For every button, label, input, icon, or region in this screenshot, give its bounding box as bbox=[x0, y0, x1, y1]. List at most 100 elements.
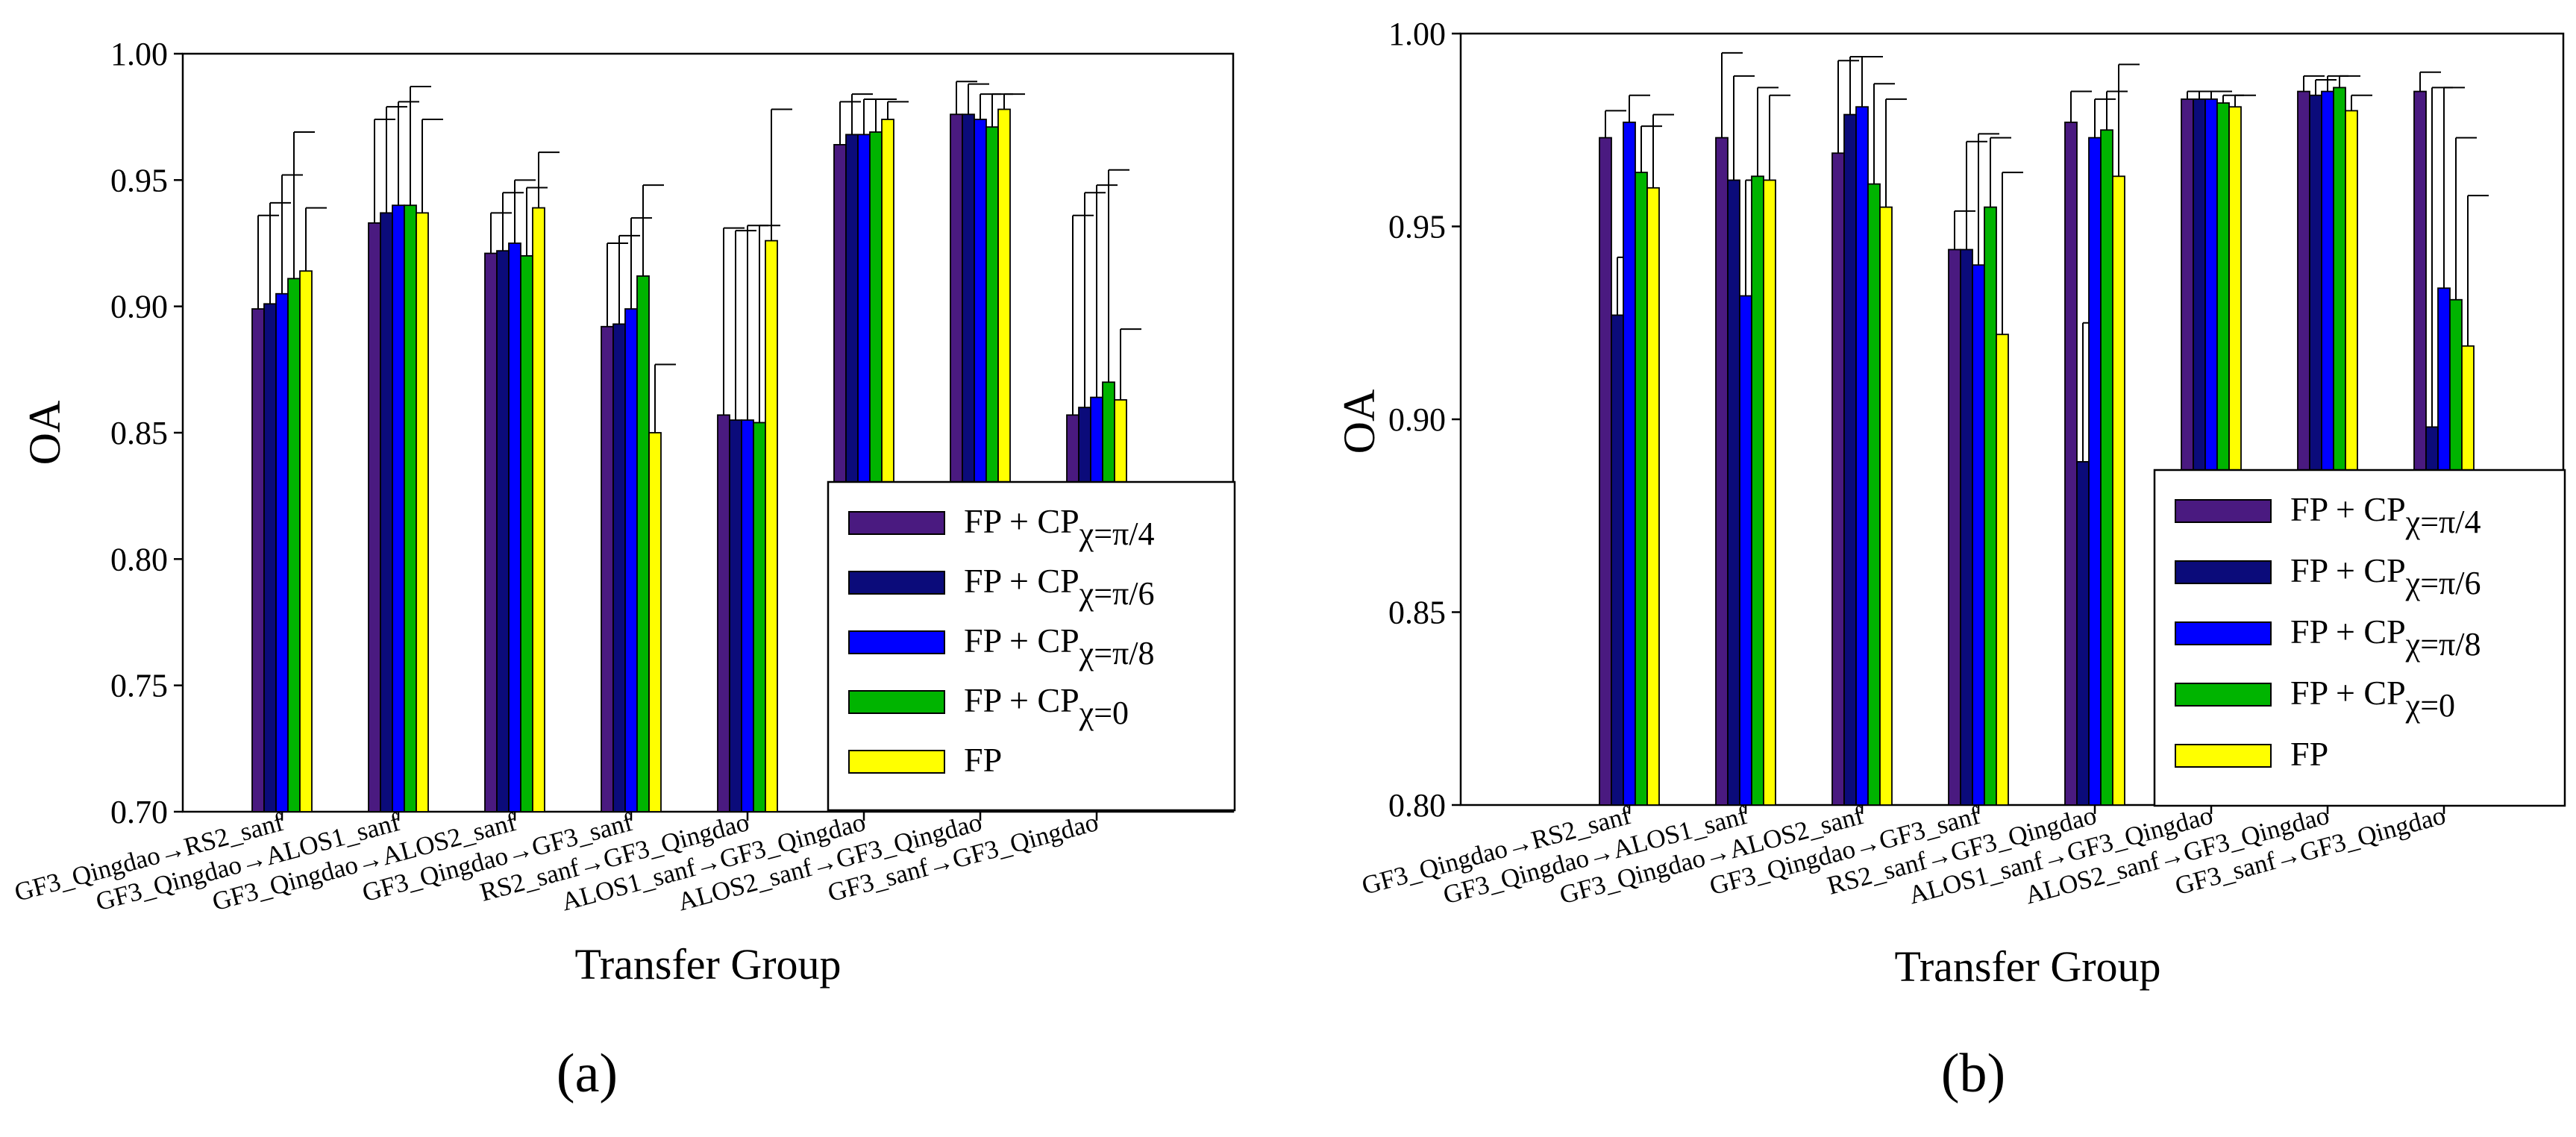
legend-label: FP + CPχ=π/6 bbox=[964, 562, 1154, 612]
bar bbox=[1843, 113, 1857, 806]
bar bbox=[251, 308, 265, 812]
bar bbox=[1623, 122, 1636, 806]
bar bbox=[2100, 129, 2113, 806]
bar bbox=[2112, 175, 2125, 806]
legend-label: FP + CPχ=0 bbox=[2290, 674, 2455, 724]
bar bbox=[1984, 206, 1997, 806]
bar bbox=[1635, 172, 1648, 806]
legend-label: FP + CPχ=π/6 bbox=[2290, 551, 2481, 601]
bar bbox=[496, 250, 510, 812]
bar bbox=[1611, 314, 1624, 806]
legend-label: FP + CPχ=π/4 bbox=[964, 502, 1154, 552]
bar bbox=[532, 207, 545, 812]
legend-swatch bbox=[2175, 683, 2272, 707]
bar bbox=[1763, 179, 1776, 806]
bar bbox=[2088, 137, 2102, 806]
bar bbox=[299, 270, 313, 812]
legend-swatch bbox=[2175, 560, 2272, 584]
legend-label-subscript: χ=π/4 bbox=[1079, 516, 1155, 552]
legend-label: FP + CPχ=π/8 bbox=[964, 621, 1154, 671]
y-tick-label: 1.00 bbox=[110, 36, 168, 72]
y-tick-label: 0.95 bbox=[110, 162, 168, 198]
legend-swatch bbox=[2175, 744, 2272, 768]
bar bbox=[1879, 206, 1893, 806]
legend-label: FP bbox=[964, 741, 1002, 779]
legend-label-main: FP + CP bbox=[2290, 674, 2406, 712]
legend-label-main: FP + CP bbox=[2290, 551, 2406, 589]
legend-swatch bbox=[848, 571, 945, 595]
y-tick-label: 0.75 bbox=[110, 668, 168, 704]
bar bbox=[1715, 137, 1729, 806]
y-tick-label: 0.80 bbox=[1388, 787, 1446, 824]
bar bbox=[601, 325, 614, 812]
bar bbox=[1996, 333, 2009, 806]
legend-swatch bbox=[2175, 499, 2272, 523]
bar bbox=[275, 292, 289, 812]
bar bbox=[1855, 106, 1869, 806]
bar bbox=[287, 278, 301, 812]
legend-label: FP + CPχ=π/8 bbox=[2290, 613, 2481, 663]
legend-label-main: FP + CP bbox=[964, 681, 1079, 719]
bar bbox=[765, 239, 778, 812]
bar bbox=[520, 255, 533, 812]
legend-label-subscript: χ=π/8 bbox=[2405, 626, 2481, 663]
legend-label-subscript: χ=π/6 bbox=[2405, 565, 2481, 601]
y-axis-title: OA bbox=[20, 401, 69, 466]
y-tick-label: 0.85 bbox=[1388, 595, 1446, 631]
x-axis-title: Transfer Group bbox=[574, 940, 841, 989]
bar bbox=[368, 222, 381, 812]
bar bbox=[1739, 295, 1752, 806]
panel-label: (b) bbox=[1941, 1043, 2005, 1104]
legend-label-subscript: χ=0 bbox=[2405, 687, 2455, 724]
legend-label: FP bbox=[2290, 735, 2328, 773]
bar bbox=[648, 432, 662, 812]
y-axis-title: OA bbox=[1335, 389, 1384, 454]
bar bbox=[380, 212, 393, 812]
bar bbox=[508, 242, 521, 812]
legend-label-subscript: χ=π/6 bbox=[1079, 575, 1155, 612]
legend-label: FP + CPχ=π/4 bbox=[2290, 490, 2481, 540]
legend-label: FP + CPχ=0 bbox=[964, 681, 1129, 731]
bar bbox=[1867, 183, 1881, 806]
bar bbox=[1972, 264, 1985, 806]
bar bbox=[416, 212, 429, 812]
panel-label: (a) bbox=[557, 1043, 618, 1104]
y-tick-label: 0.85 bbox=[110, 415, 168, 451]
legend-label-subscript: χ=π/4 bbox=[2405, 504, 2481, 540]
legend-label-subscript: χ=0 bbox=[1079, 695, 1129, 731]
legend-label-main: FP + CP bbox=[964, 562, 1079, 600]
legend-label-main: FP + CP bbox=[964, 621, 1079, 660]
bar bbox=[1831, 152, 1845, 806]
y-tick-label: 0.90 bbox=[110, 289, 168, 325]
y-tick-label: 1.00 bbox=[1388, 16, 1446, 52]
bar bbox=[2076, 460, 2090, 806]
bar bbox=[404, 204, 417, 812]
bar bbox=[753, 422, 766, 812]
y-tick-label: 0.80 bbox=[110, 541, 168, 577]
legend-label-main: FP bbox=[2290, 735, 2328, 773]
legend-label-main: FP + CP bbox=[964, 502, 1079, 540]
y-tick-label: 0.95 bbox=[1388, 209, 1446, 245]
legend-label-main: FP + CP bbox=[2290, 613, 2406, 651]
legend-swatch bbox=[848, 630, 945, 654]
bar bbox=[636, 275, 650, 812]
legend-swatch bbox=[848, 690, 945, 714]
bar bbox=[717, 414, 730, 812]
bar bbox=[1751, 175, 1764, 806]
bar bbox=[484, 252, 498, 812]
bar bbox=[1646, 187, 1660, 806]
bar bbox=[1960, 248, 1973, 806]
bar bbox=[1727, 179, 1740, 806]
legend-label-main: FP + CP bbox=[2290, 490, 2406, 528]
bar bbox=[729, 419, 742, 812]
chart-a: 0.70 0.75 0.80 0.85 0.90 0.95 1.00 OA Transfer G… bbox=[11, 36, 1236, 1104]
x-axis-title: Transfer Group bbox=[1894, 942, 2160, 991]
bar bbox=[741, 419, 754, 812]
bar bbox=[1599, 137, 1612, 806]
bar bbox=[263, 303, 277, 812]
y-tick-label: 0.90 bbox=[1388, 401, 1446, 438]
bar bbox=[624, 308, 638, 812]
legend-label-subscript: χ=π/8 bbox=[1079, 635, 1155, 671]
